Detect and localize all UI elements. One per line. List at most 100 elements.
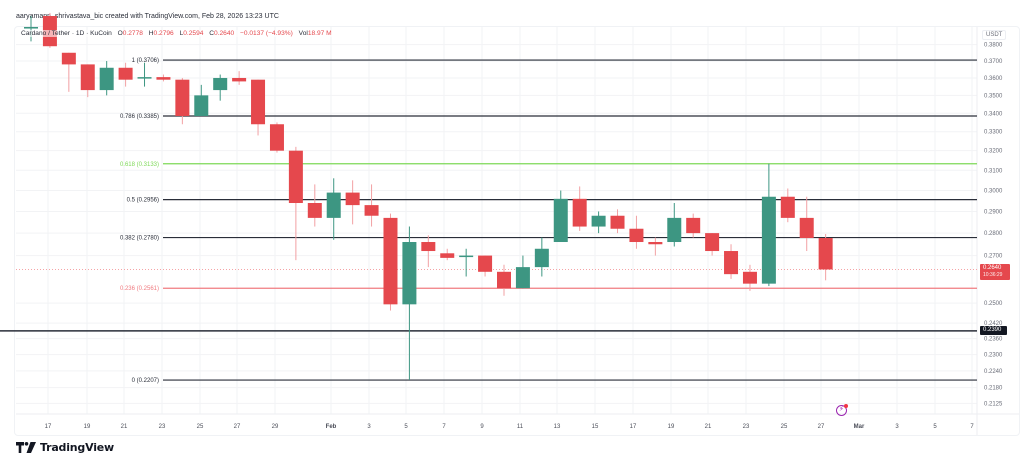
y-axis-tick-label: 0.3500	[984, 93, 1003, 99]
candle[interactable]	[326, 178, 341, 240]
candle-body	[175, 79, 190, 116]
currency-unit-button[interactable]: USDT	[982, 30, 1007, 40]
candle[interactable]	[648, 237, 663, 256]
candle[interactable]	[724, 244, 739, 279]
candle[interactable]	[175, 77, 190, 125]
x-axis-tick-label: 3	[367, 424, 371, 430]
candle-body	[61, 52, 76, 65]
y-axis-tick-label: 0.2700	[984, 254, 1003, 260]
candle-body	[591, 215, 606, 227]
candle-body	[137, 77, 152, 79]
candle-body	[629, 228, 644, 243]
candle[interactable]	[345, 180, 360, 225]
current-price-value: 0.2640	[983, 265, 1002, 271]
candle[interactable]	[629, 215, 644, 249]
candle[interactable]	[497, 264, 511, 296]
x-axis-tick-label: 9	[480, 424, 484, 430]
x-axis-tick-label: 23	[743, 424, 750, 430]
candle[interactable]	[213, 74, 228, 101]
candle[interactable]	[421, 235, 436, 268]
x-axis-tick-label: 21	[121, 424, 128, 430]
x-axis-tick-label: 19	[668, 424, 675, 430]
horizontal-line-price-tag: 0.2390	[980, 326, 1007, 335]
notification-dot	[844, 404, 848, 408]
candle[interactable]	[799, 196, 814, 252]
symbol-title: Cardano / Tether · 1D · KuCoin	[21, 30, 112, 37]
candle-body	[213, 77, 228, 91]
y-axis-tick-label: 0.2125	[984, 401, 1003, 407]
candle-body	[383, 217, 398, 305]
candle[interactable]	[553, 190, 568, 243]
candle[interactable]	[364, 184, 379, 227]
current-price-tag: 0.2640 10:36:29	[980, 264, 1010, 280]
y-axis-tick-label: 0.2180	[984, 386, 1003, 392]
candle-body	[724, 251, 739, 275]
candle[interactable]	[478, 255, 493, 277]
candle[interactable]	[194, 84, 209, 116]
lightning-alert-icon[interactable]: ⚡	[836, 404, 848, 416]
candle[interactable]	[761, 163, 776, 287]
candle[interactable]	[402, 226, 417, 381]
candle-body	[269, 124, 284, 151]
candle[interactable]	[459, 248, 474, 277]
x-axis-tick-label: 5	[404, 424, 408, 430]
y-axis-tick-label: 0.2500	[984, 301, 1003, 307]
candle[interactable]	[269, 122, 284, 153]
candle[interactable]	[232, 71, 247, 85]
candle-body	[761, 196, 776, 284]
candle[interactable]	[780, 188, 795, 223]
candle[interactable]	[818, 234, 833, 281]
candle[interactable]	[667, 203, 682, 247]
fib-level-label: 0.5 (0.2956)	[127, 198, 159, 204]
candle[interactable]	[156, 74, 171, 82]
x-axis-tick-label: 15	[592, 424, 599, 430]
x-axis-tick-label: 13	[554, 424, 561, 430]
candle-body	[478, 255, 493, 272]
y-axis-tick-label: 0.3300	[984, 130, 1003, 136]
candle-body	[232, 77, 247, 82]
candle[interactable]	[288, 146, 303, 261]
y-axis-tick-label: 0.2300	[984, 353, 1003, 359]
close-value: 0.2640	[214, 30, 235, 37]
candle[interactable]	[686, 213, 701, 238]
high-value: 0.2796	[153, 30, 174, 37]
candle[interactable]	[251, 79, 266, 136]
x-axis-tick-label: 7	[442, 424, 446, 430]
x-axis-tick-label: 25	[781, 424, 788, 430]
candle[interactable]	[610, 209, 625, 234]
x-axis-tick-label: 11	[517, 424, 524, 430]
candle[interactable]	[705, 233, 720, 256]
x-axis-tick-label: 17	[630, 424, 637, 430]
candle[interactable]	[137, 62, 152, 87]
candle-body	[780, 196, 795, 218]
candle[interactable]	[572, 186, 587, 231]
candle-body	[326, 192, 341, 218]
candle[interactable]	[742, 264, 757, 291]
candle-body	[80, 64, 95, 91]
y-axis-tick-label: 0.2240	[984, 369, 1003, 375]
tradingview-logo: TradingView	[16, 441, 114, 454]
candle[interactable]	[307, 184, 322, 227]
candle[interactable]	[591, 211, 606, 234]
candle[interactable]	[440, 248, 455, 261]
open-value: 0.2778	[122, 30, 143, 37]
fib-level-label: 0.618 (0.3133)	[120, 162, 159, 168]
candle[interactable]	[534, 237, 549, 277]
x-axis-tick-label: 17	[45, 424, 52, 430]
candle[interactable]	[24, 16, 38, 42]
candle[interactable]	[383, 213, 398, 311]
candle-body	[288, 150, 303, 204]
candle[interactable]	[515, 255, 530, 289]
volume-label: Vol	[298, 30, 308, 37]
fib-level-label: 0.382 (0.2780)	[120, 236, 159, 242]
candle[interactable]	[80, 64, 95, 98]
candle-body	[572, 198, 587, 227]
x-axis-tick-label: 3	[895, 424, 899, 430]
x-axis-tick-label: 27	[234, 424, 241, 430]
candle[interactable]	[99, 61, 114, 96]
candle[interactable]	[61, 52, 76, 92]
fib-level-label: 0.786 (0.3385)	[120, 114, 159, 120]
candle-body	[799, 217, 814, 238]
candle[interactable]	[118, 62, 133, 87]
